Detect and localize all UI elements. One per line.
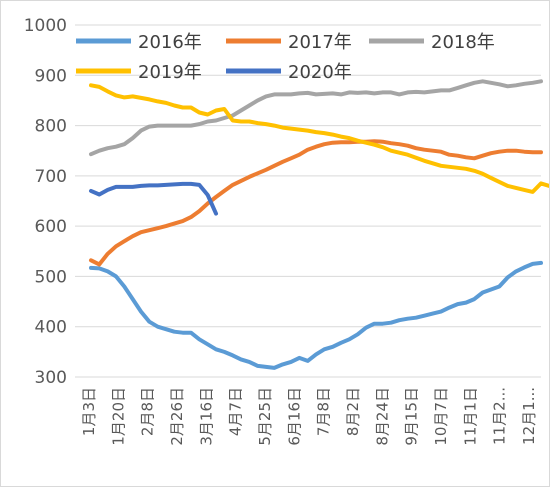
y-tick-label: 900 — [35, 66, 67, 86]
series-lines — [89, 79, 549, 370]
y-tick-label: 500 — [35, 267, 67, 287]
series-line-2019年 — [89, 83, 549, 194]
x-tick-label: 8月2日 — [344, 387, 362, 436]
x-tick-label: 9月15日 — [403, 387, 421, 446]
y-axis-ticks: 300 400 500 600 700 800 900 1000 — [24, 16, 67, 388]
x-tick-label: 11月1日 — [461, 387, 479, 446]
series-line-2020年 — [89, 181, 218, 216]
x-axis-ticks: 1月3日 1月20日 2月8日 2月26日 3月16日 4月7日 5月25日 6月16日 7月8… — [80, 387, 538, 446]
legend-label: 2018年 — [431, 32, 495, 53]
legend-label: 2019年 — [138, 62, 202, 83]
x-tick-label: 11月2... — [491, 387, 509, 445]
y-tick-label: 1000 — [24, 16, 67, 36]
series-line-2018年 — [89, 79, 543, 157]
series-line-2017年 — [89, 139, 543, 267]
x-tick-label: 1月3日 — [80, 387, 98, 436]
x-tick-label: 12月1... — [520, 387, 538, 445]
y-tick-label: 800 — [35, 117, 67, 137]
x-tick-label: 3月16日 — [197, 387, 215, 446]
x-tick-label: 5月25日 — [256, 387, 274, 446]
legend-label: 2017年 — [288, 32, 352, 53]
legend-label: 2020年 — [288, 62, 352, 83]
y-tick-label: 400 — [35, 318, 67, 338]
x-tick-label: 8月24日 — [373, 387, 391, 446]
legend-label: 2016年 — [138, 32, 202, 53]
x-tick-label: 2月26日 — [168, 387, 186, 446]
x-tick-label: 1月20日 — [109, 387, 127, 446]
y-tick-label: 600 — [35, 217, 67, 237]
x-tick-label: 10月7日 — [432, 387, 450, 446]
x-tick-label: 7月8日 — [315, 387, 333, 436]
y-tick-label: 700 — [35, 167, 67, 187]
x-tick-label: 4月7日 — [227, 387, 245, 436]
y-tick-label: 300 — [35, 368, 67, 388]
series-line-2016年 — [89, 260, 543, 370]
x-tick-label: 2月8日 — [139, 387, 157, 436]
legend: 2016年 2017年 2018年 2019年 2020年 — [76, 32, 495, 83]
x-tick-label: 6月16日 — [285, 387, 303, 446]
